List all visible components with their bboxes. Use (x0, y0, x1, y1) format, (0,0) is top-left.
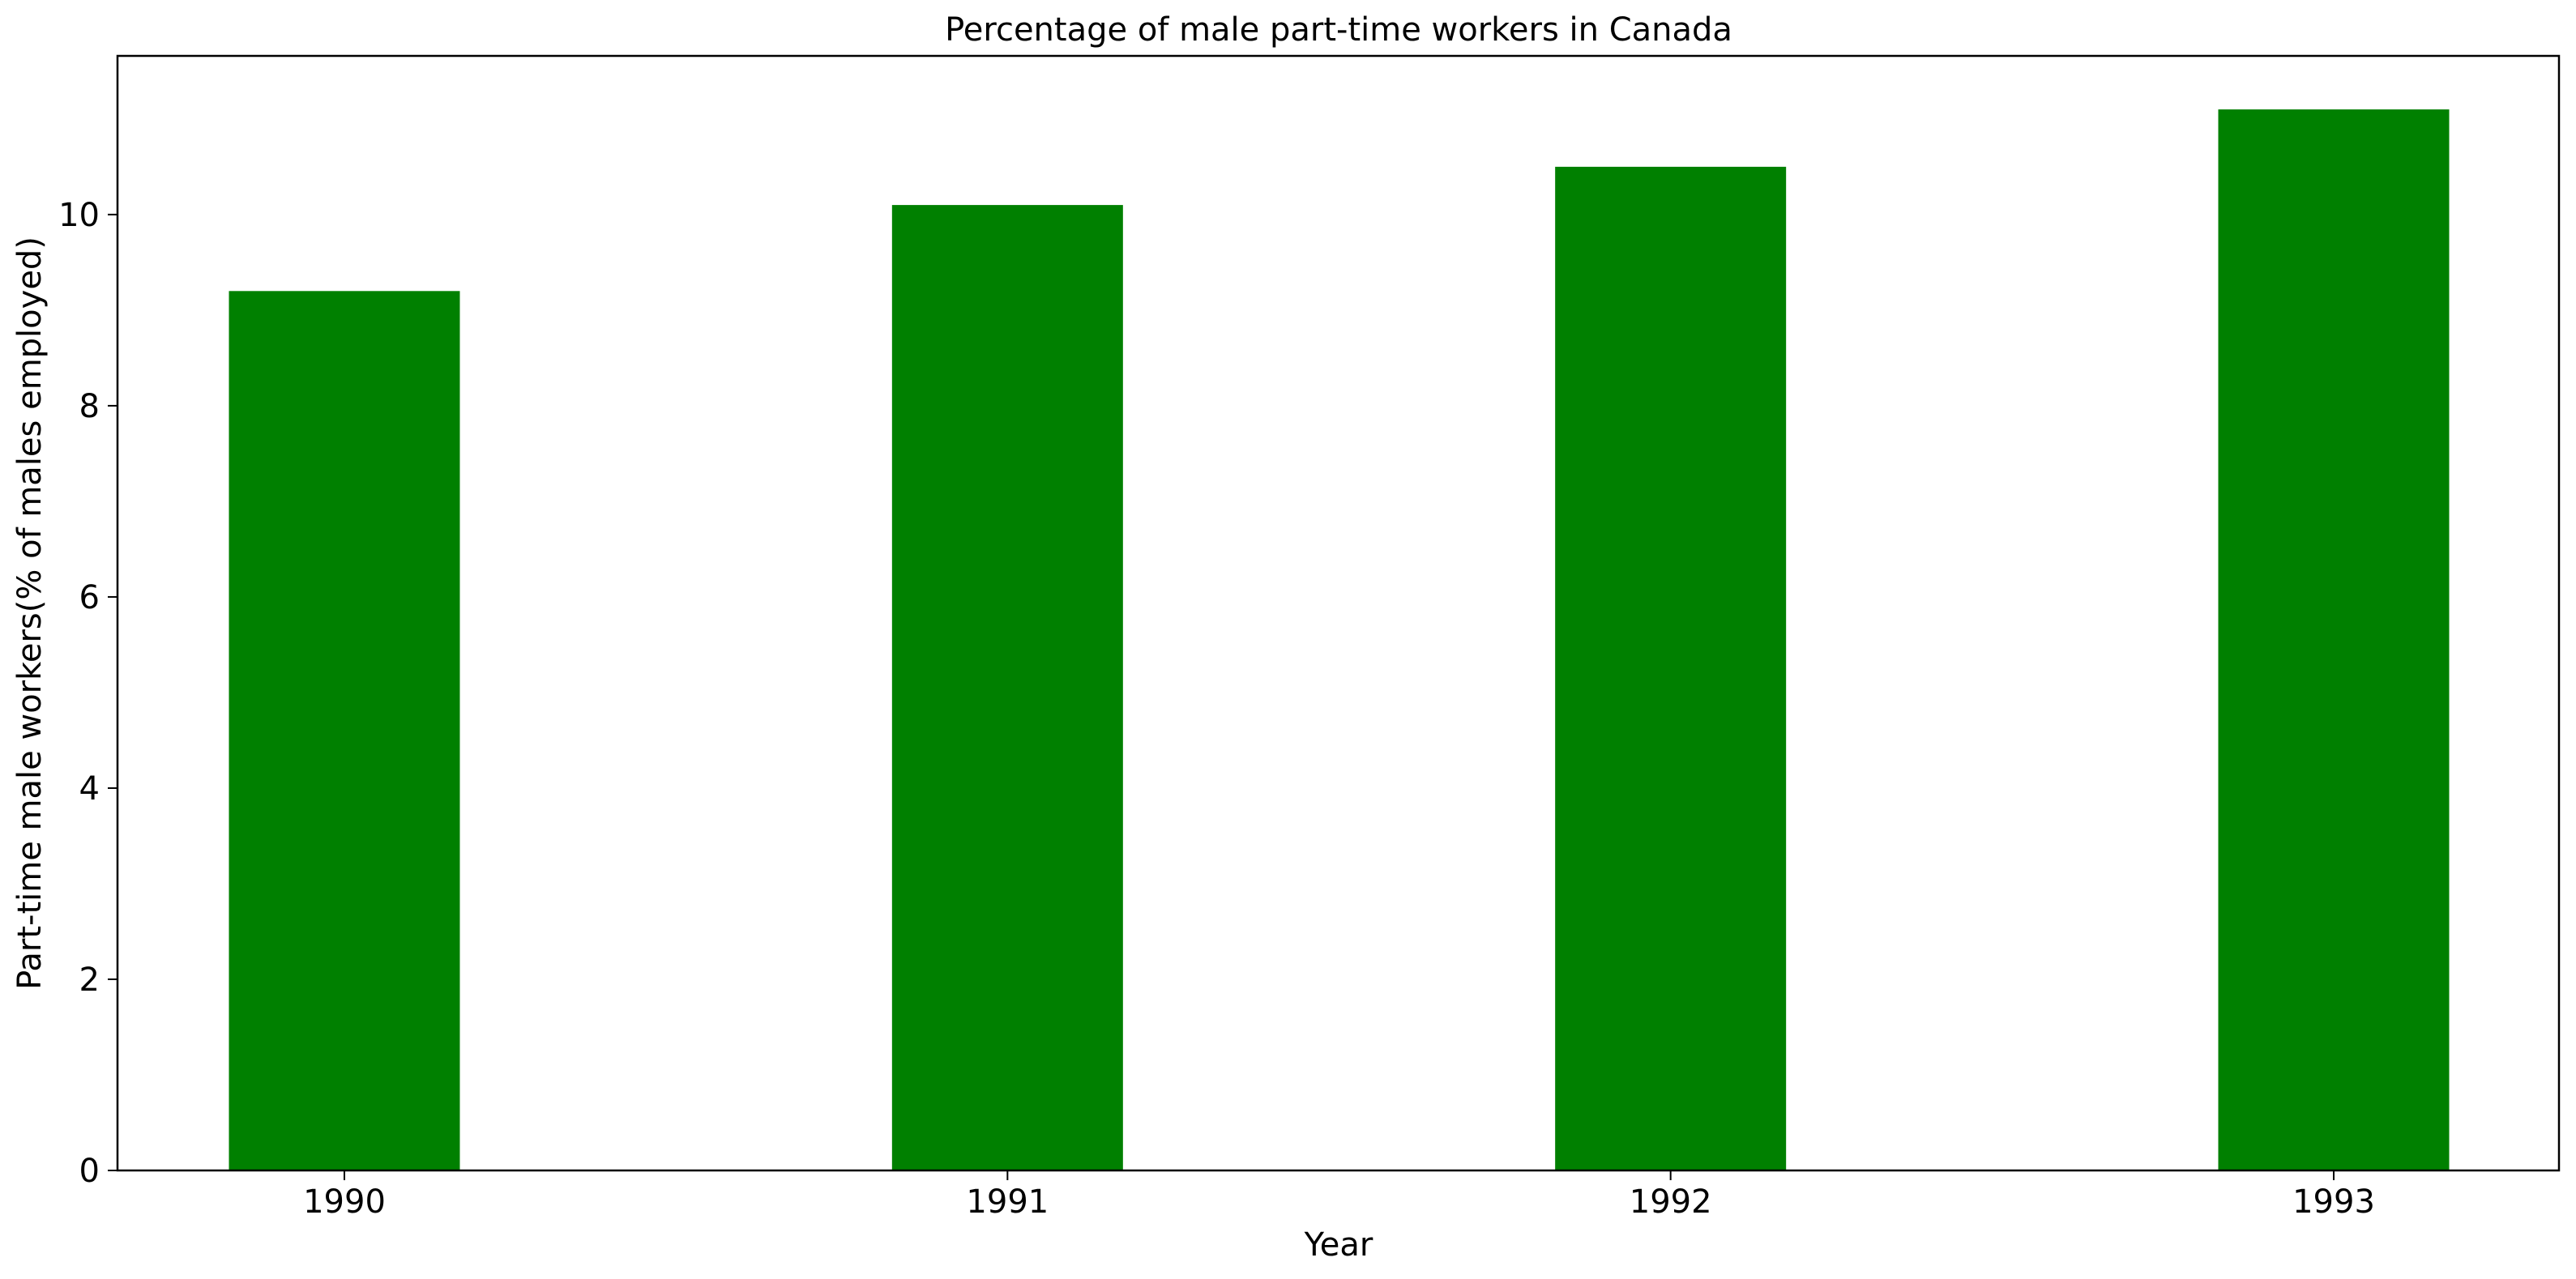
x-tick-label: 1993 (2292, 1183, 2375, 1221)
chart-title: Percentage of male part-time workers in … (945, 11, 1732, 49)
bars-group (229, 109, 2450, 1171)
y-tick-label: 4 (79, 770, 100, 808)
x-tick-label: 1990 (303, 1183, 386, 1221)
plot-frame (116, 54, 2561, 1172)
y-tick-label: 8 (79, 388, 100, 425)
bar-1993 (2218, 109, 2450, 1170)
x-axis-ticks: 1990 1991 1992 1993 (303, 1170, 2375, 1221)
x-tick-label: 1992 (1630, 1183, 1712, 1221)
x-tick-label: 1991 (966, 1183, 1049, 1221)
x-axis-label: Year (1304, 1226, 1373, 1264)
y-tick-label: 0 (79, 1153, 100, 1190)
y-axis-ticks: 0 2 4 6 8 10 (58, 197, 117, 1190)
y-tick-label: 2 (79, 961, 100, 999)
y-tick-label: 10 (58, 197, 100, 234)
y-tick-label: 6 (79, 579, 100, 616)
y-axis-label: Part-time male workers(% of males employ… (11, 237, 49, 990)
bar-1992 (1555, 166, 1787, 1170)
bar-1990 (229, 291, 460, 1171)
bar-1991 (891, 205, 1123, 1170)
